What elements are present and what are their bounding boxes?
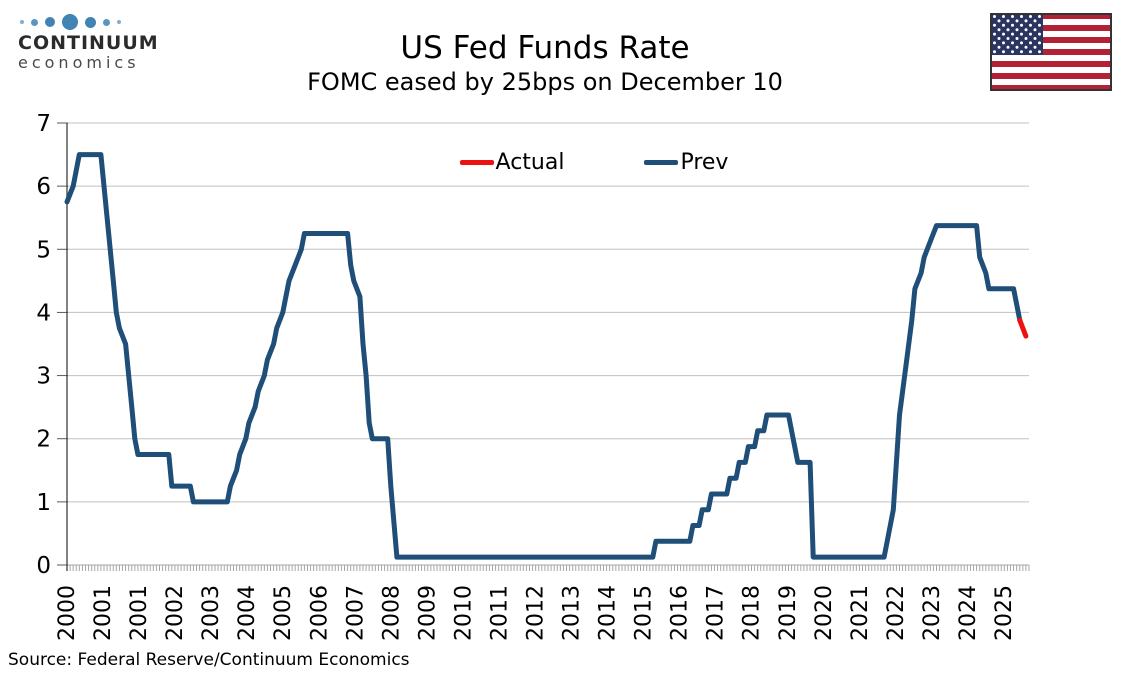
page-subtitle: FOMC eased by 25bps on December 10 — [307, 68, 783, 97]
us-flag-icon — [990, 13, 1112, 91]
x-tick-label: 2011 — [487, 585, 512, 641]
y-tick-label: 1 — [36, 490, 51, 516]
y-tick-label: 0 — [36, 553, 51, 579]
x-tick-label: 2009 — [415, 585, 440, 641]
x-tick-label: 2025 — [992, 585, 1017, 641]
legend-label-actual: Actual — [495, 150, 565, 175]
x-tick-label: 2007 — [343, 585, 368, 641]
x-tick-label: 2021 — [848, 585, 873, 641]
continuum-logo: CONTINUUM economics — [18, 12, 159, 72]
y-tick-label: 7 — [36, 111, 51, 137]
legend-item-prev: Prev — [644, 150, 728, 175]
chart-legend: Actual Prev — [27, 150, 1134, 175]
x-tick-label: 2006 — [307, 585, 332, 641]
source-note: Source: Federal Reserve/Continuum Econom… — [8, 650, 410, 670]
series-actual — [1017, 317, 1029, 339]
x-tick-label: 2012 — [524, 585, 549, 641]
y-tick-label: 3 — [36, 364, 51, 390]
legend-item-actual: Actual — [459, 150, 565, 175]
x-tick-label: 2024 — [956, 585, 981, 641]
page-title: US Fed Funds Rate — [400, 30, 690, 66]
y-tick-label: 5 — [36, 237, 51, 263]
x-tick-label: 2023 — [920, 585, 945, 641]
x-tick-label: 2017 — [704, 585, 729, 641]
x-tick-label: 2019 — [776, 585, 801, 641]
x-tick-label: 2013 — [560, 585, 585, 641]
x-tick-label: 2020 — [812, 585, 837, 641]
x-tick-label: 2001 — [91, 585, 116, 641]
logo-wordmark: CONTINUUM — [18, 32, 159, 54]
x-tick-label: 2005 — [271, 585, 296, 641]
x-tick-label: 2003 — [199, 585, 224, 641]
x-tick-label: 2002 — [163, 585, 188, 641]
x-tick-label: 2001 — [127, 585, 152, 641]
continuum-dots-icon — [20, 12, 148, 32]
x-tick-label: 2018 — [740, 585, 765, 641]
x-tick-label: 2015 — [632, 585, 657, 641]
actual-line-swatch-icon — [459, 160, 494, 165]
prev-line-swatch-icon — [644, 160, 679, 165]
x-tick-label: 2010 — [451, 585, 476, 641]
y-tick-label: 6 — [36, 174, 51, 200]
series-prev — [64, 152, 1023, 560]
x-tick-label: 2014 — [596, 585, 621, 641]
x-tick-label: 2004 — [235, 585, 260, 641]
x-tick-label: 2008 — [379, 585, 404, 641]
x-tick-label: 2022 — [884, 585, 909, 641]
x-tick-label: 2000 — [55, 585, 80, 641]
logo-subtitle: economics — [18, 52, 140, 72]
x-tick-label: 2016 — [668, 585, 693, 641]
y-tick-label: 4 — [36, 300, 51, 326]
y-tick-label: 2 — [36, 427, 51, 453]
legend-label-prev: Prev — [680, 150, 729, 175]
